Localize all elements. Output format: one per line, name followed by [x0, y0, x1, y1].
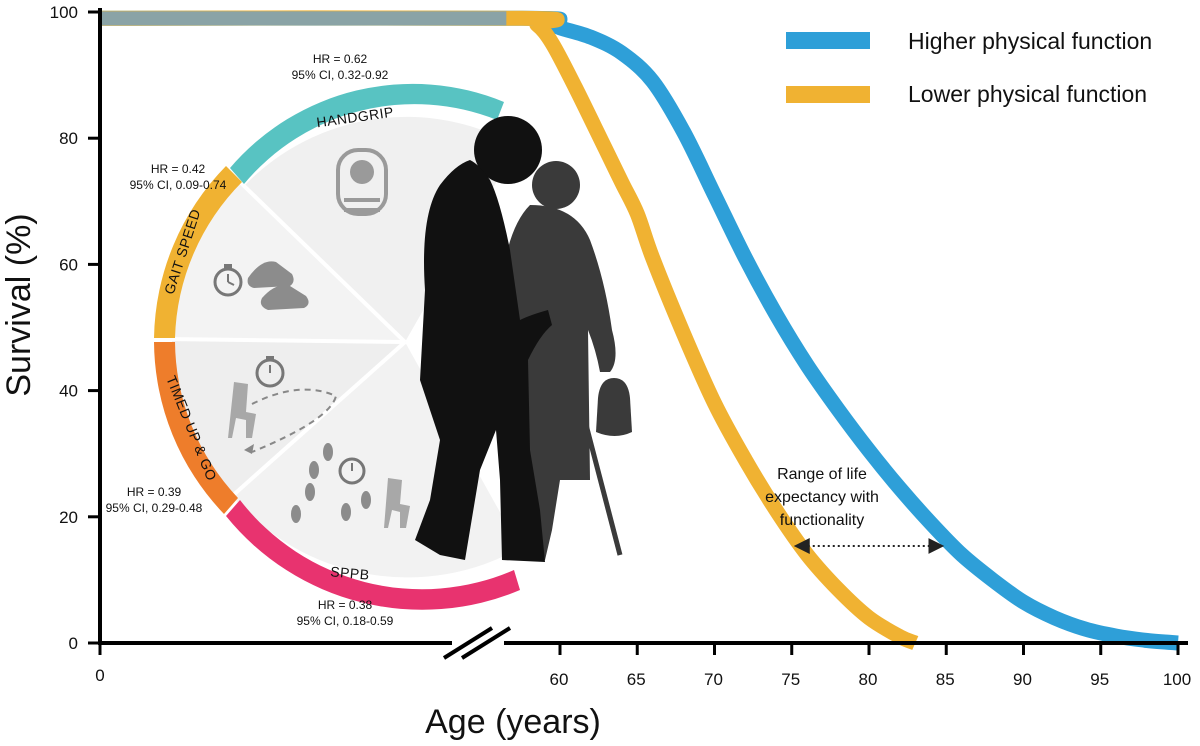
legend-swatch-higher	[786, 32, 870, 49]
x-tick-label-75: 75	[781, 670, 800, 689]
dynamometer-icon	[336, 148, 388, 216]
x-tick-label-90: 90	[1013, 670, 1032, 689]
timed-up-go-slice	[171, 340, 405, 496]
legend-swatch-lower	[786, 86, 870, 103]
y-tick-label-40: 40	[59, 382, 78, 401]
timed-up-go-ci: 95% CI, 0.29-0.48	[106, 501, 203, 515]
y-tick-label-100: 100	[50, 3, 78, 22]
y-tick-label-0: 0	[69, 634, 78, 653]
gait-speed-hr: HR = 0.42	[151, 162, 206, 176]
man-silhouette	[415, 116, 552, 562]
x-tick-label-85: 85	[936, 670, 955, 689]
legend-label-higher: Higher physical function	[908, 28, 1152, 54]
ticks: 0 20 40 60 80 100 0 60 65 70 75 80 85 90 95 100	[50, 3, 1192, 689]
wheel-ring	[154, 83, 520, 610]
axis-break-marks	[442, 626, 512, 660]
y-tick-label-80: 80	[59, 129, 78, 148]
overlap-band	[100, 11, 507, 26]
y-tick-label-60: 60	[59, 255, 78, 274]
x-tick-label-0: 0	[95, 666, 104, 685]
sppb-band	[226, 500, 520, 610]
x-tick-label-80: 80	[859, 670, 878, 689]
gait-speed-band	[154, 166, 242, 338]
legend-label-lower: Lower physical function	[908, 81, 1147, 107]
y-axis-title: Survival (%)	[0, 213, 38, 396]
annotation-line-1: Range of life	[777, 466, 867, 483]
sppb-label: SPPB	[330, 563, 371, 582]
x-tick-label-95: 95	[1090, 670, 1109, 689]
axes	[98, 8, 1188, 660]
handgrip-hr: HR = 0.62	[313, 52, 368, 66]
series-line-lower	[99, 10, 919, 650]
x-tick-label-60: 60	[550, 670, 569, 689]
x-tick-label-65: 65	[627, 670, 646, 689]
gait-speed-slice	[172, 182, 405, 342]
handbag-icon	[596, 378, 632, 436]
x-axis-title: Age (years)	[425, 703, 601, 741]
range-annotation: Range of life expectancy with functional…	[765, 466, 945, 554]
sppb-hr: HR = 0.38	[318, 598, 373, 612]
annotation-line-2: expectancy with	[765, 489, 879, 506]
handgrip-ci: 95% CI, 0.32-0.92	[292, 68, 389, 82]
handgrip-slice	[245, 116, 517, 342]
timed-up-go-band	[154, 342, 238, 514]
series-layer	[99, 10, 1179, 651]
timed-up-go-hr: HR = 0.39	[127, 485, 182, 499]
y-tick-label-20: 20	[59, 508, 78, 527]
x-tick-label-70: 70	[704, 670, 723, 689]
footsteps-chair-icon	[291, 443, 410, 528]
legend: Higher physical function Lower physical …	[786, 28, 1152, 107]
sppb-ci: 95% CI, 0.18-0.59	[297, 614, 394, 628]
stopwatch-shoes-icon	[213, 261, 309, 310]
annotation-line-3: functionality	[780, 512, 865, 529]
handgrip-band	[230, 83, 504, 184]
gait-speed-ci: 95% CI, 0.09-0.74	[130, 178, 227, 192]
chair-stopwatch-icon	[228, 356, 338, 454]
cane-icon	[557, 324, 623, 556]
x-tick-label-100: 100	[1163, 670, 1191, 689]
elderly-couple-silhouette	[415, 116, 632, 562]
